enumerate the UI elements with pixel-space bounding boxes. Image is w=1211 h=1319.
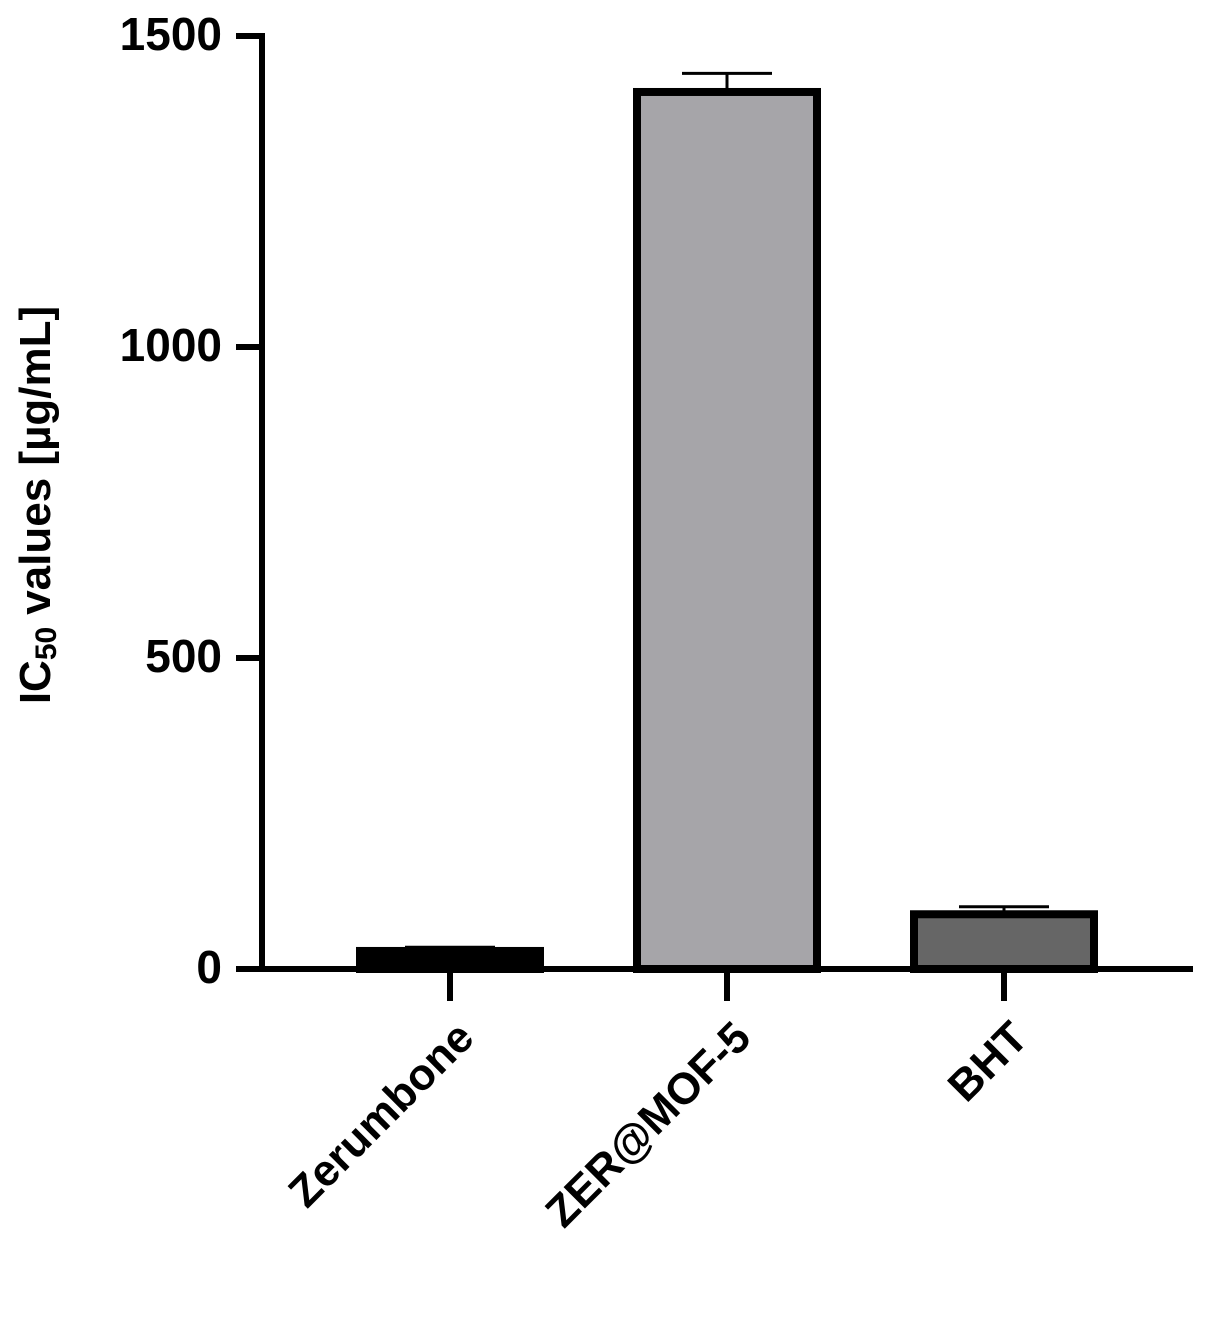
y-label-sub: 50 [30, 627, 63, 660]
y-tick-label: 1000 [120, 319, 222, 371]
bar [910, 910, 1098, 973]
y-tick-label: 0 [196, 941, 222, 993]
bar [633, 87, 821, 974]
x-tick-label: ZER@MOF-5 [536, 1013, 760, 1237]
y-label-main: IC [11, 660, 60, 704]
y-tick-label: 1500 [120, 8, 222, 60]
y-axis-label: IC50 values [µg/mL] [11, 306, 63, 704]
x-tick-label: BHT [939, 1013, 1038, 1112]
x-tick-label: Zerumbone [279, 1013, 483, 1217]
y-label-rest: values [µg/mL] [11, 306, 60, 615]
y-tick-label: 500 [145, 630, 222, 682]
